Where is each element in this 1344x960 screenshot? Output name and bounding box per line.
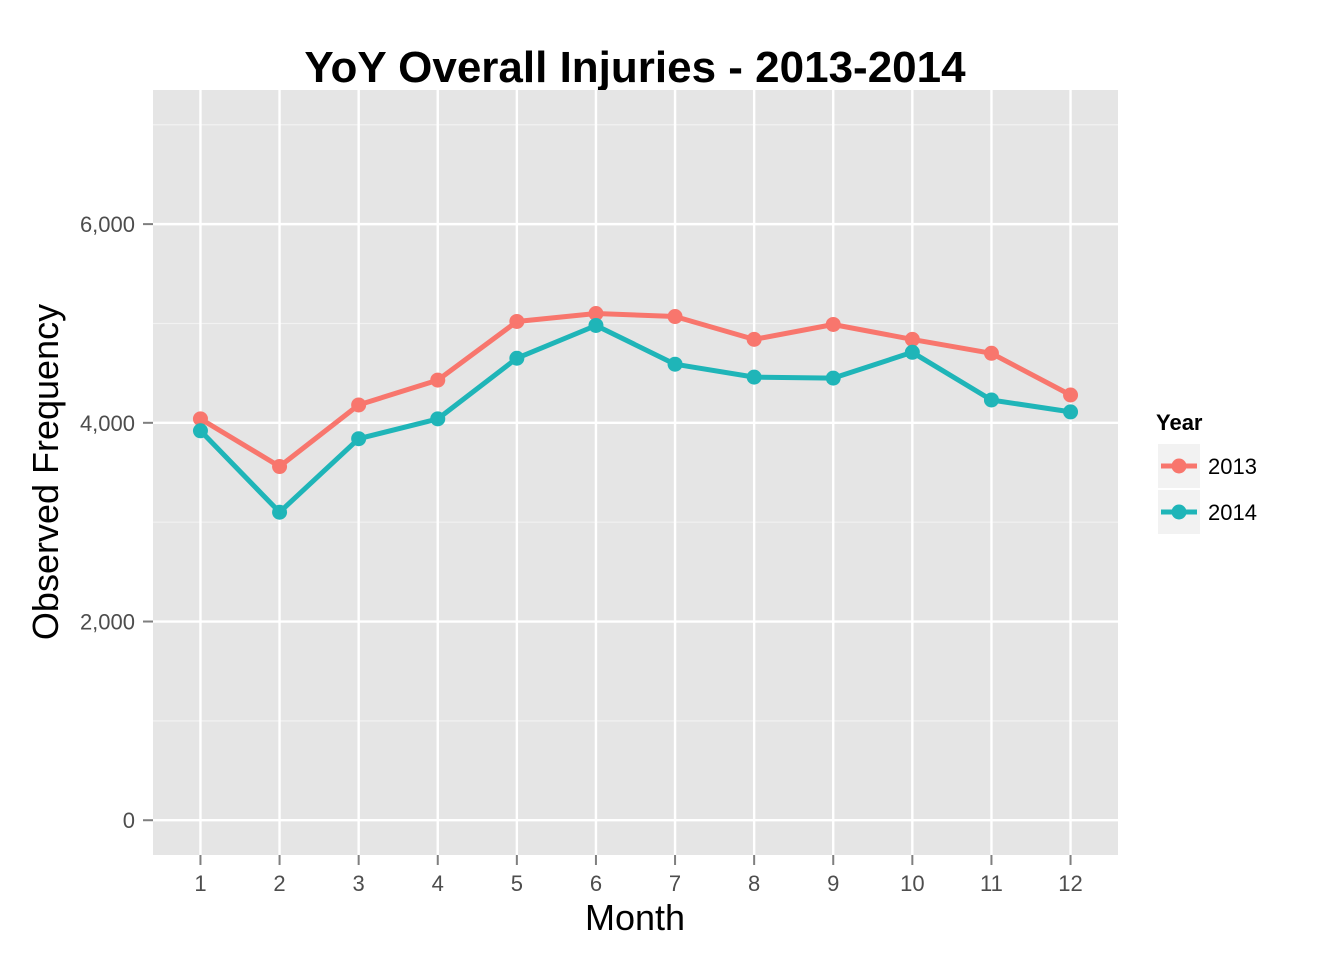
data-point-2014 — [983, 392, 999, 408]
data-point-2014 — [192, 423, 208, 439]
data-point-2013 — [746, 331, 762, 347]
data-point-2013 — [192, 411, 208, 427]
data-point-2014 — [746, 369, 762, 385]
series-line-2013 — [198, 311, 1073, 469]
data-point-2013 — [983, 345, 999, 361]
y-tick-label: 4,000 — [80, 411, 135, 436]
chart-title: YoY Overall Injuries - 2013-2014 — [304, 43, 966, 92]
y-tick-label: 2,000 — [80, 610, 135, 635]
x-tick-label: 12 — [1058, 871, 1082, 896]
data-point-2013 — [272, 459, 288, 475]
legend-title: Year — [1156, 410, 1203, 435]
data-point-2013 — [825, 316, 841, 332]
x-axis-label: Month — [585, 897, 685, 938]
series-layer — [192, 306, 1079, 520]
x-tick-label: 11 — [980, 871, 1003, 896]
data-point-2014 — [667, 356, 683, 372]
x-tick-label: 2 — [273, 871, 285, 896]
data-point-2014 — [588, 317, 604, 333]
x-tick-label: 1 — [194, 871, 206, 896]
data-point-2014 — [1063, 404, 1079, 420]
data-point-2014 — [509, 350, 525, 366]
data-point-2014 — [825, 370, 841, 386]
y-axis: 0 2,000 4,000 6,000 — [80, 212, 153, 833]
data-point-2014 — [904, 344, 920, 360]
legend-label: 2014 — [1208, 500, 1257, 525]
data-point-2013 — [588, 306, 604, 322]
x-tick-label: 3 — [353, 871, 365, 896]
x-axis: 1 2 3 4 5 6 7 8 9 10 11 12 — [194, 855, 1083, 896]
x-tick-label: 8 — [748, 871, 760, 896]
y-tick-label: 0 — [123, 808, 135, 833]
x-tick-label: 9 — [827, 871, 839, 896]
data-point-2014 — [430, 411, 446, 427]
x-tick-label: 6 — [590, 871, 602, 896]
plot-panel — [153, 90, 1118, 855]
legend: Year 2013 2014 — [1156, 410, 1257, 534]
data-point-2013 — [904, 331, 920, 347]
data-point-2013 — [1063, 387, 1079, 403]
data-point-2014 — [351, 431, 367, 447]
series-line-2014 — [198, 323, 1073, 515]
x-tick-label: 10 — [900, 871, 924, 896]
x-tick-label: 5 — [511, 871, 523, 896]
data-point-2014 — [272, 504, 288, 520]
y-tick-label: 6,000 — [80, 212, 135, 237]
data-point-2013 — [430, 372, 446, 388]
grid-minor — [153, 124, 1118, 722]
legend-label: 2013 — [1208, 454, 1257, 479]
x-tick-label: 4 — [432, 871, 444, 896]
data-point-2013 — [667, 309, 683, 325]
data-point-2013 — [351, 397, 367, 413]
x-tick-label: 7 — [669, 871, 681, 896]
data-point-2013 — [509, 313, 525, 329]
y-axis-label: Observed Frequency — [25, 304, 66, 640]
legend-key-point — [1171, 458, 1187, 474]
grid-major — [153, 90, 1118, 855]
legend-key-point — [1171, 504, 1187, 520]
